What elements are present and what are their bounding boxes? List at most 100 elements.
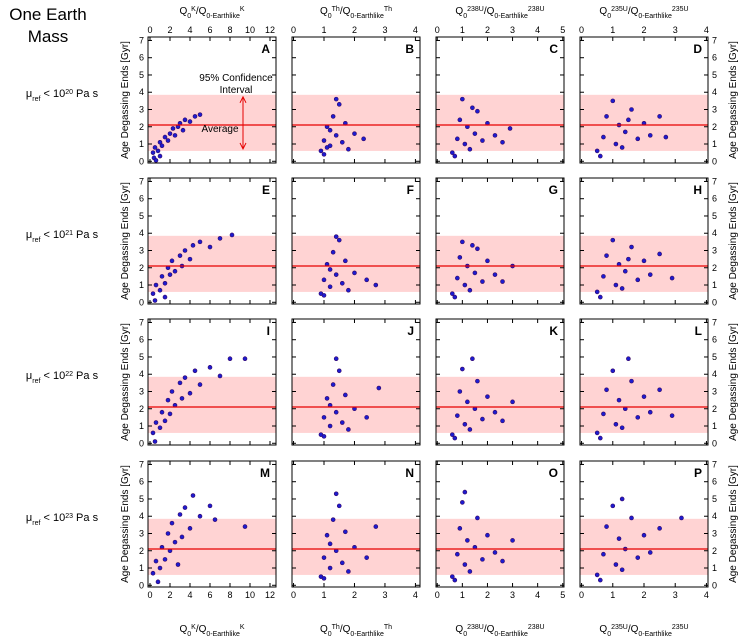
- x-tick-label: 2: [641, 25, 646, 35]
- y-tick-label: 5: [712, 494, 717, 504]
- point: [167, 411, 173, 417]
- point: [373, 282, 379, 288]
- x-tick-label: 6: [207, 590, 212, 600]
- point: [470, 105, 475, 111]
- point: [321, 152, 327, 157]
- point: [647, 133, 653, 138]
- x-tick-label: 3: [673, 590, 678, 600]
- point: [629, 378, 634, 384]
- y-tick-label: 0: [139, 580, 144, 590]
- point: [622, 129, 628, 135]
- point: [227, 356, 233, 361]
- panel: [147, 460, 277, 588]
- confidence-band: [436, 94, 564, 151]
- point: [242, 524, 248, 529]
- x-tick-label: 4: [187, 25, 192, 35]
- panel: [579, 177, 709, 305]
- frame: [147, 460, 277, 588]
- point: [182, 117, 188, 123]
- x-axis-label-part: 0: [463, 631, 467, 638]
- point: [364, 277, 369, 283]
- point: [321, 277, 327, 283]
- point: [190, 493, 196, 498]
- point: [172, 539, 178, 545]
- point: [321, 293, 327, 298]
- y-tick-label: 6: [139, 477, 144, 487]
- point: [339, 420, 345, 425]
- point: [450, 574, 455, 579]
- point: [153, 420, 159, 425]
- point: [450, 291, 455, 296]
- point: [462, 421, 468, 427]
- point: [333, 356, 339, 361]
- point: [197, 513, 203, 519]
- point: [467, 146, 473, 152]
- panel: [435, 177, 565, 305]
- frame: [435, 318, 565, 446]
- point: [457, 117, 463, 123]
- point: [324, 145, 330, 150]
- row-label: μref < 1020 Pa s: [26, 88, 99, 103]
- point: [187, 256, 193, 262]
- point: [635, 415, 641, 420]
- panel: [147, 318, 277, 446]
- x-axis-label-part: 238U: [467, 6, 484, 13]
- x-tick-label: 0: [579, 590, 584, 600]
- x-tick-label: 12: [265, 590, 275, 600]
- y-tick-label: 1: [712, 563, 717, 573]
- x-tick-label: 8: [227, 25, 232, 35]
- x-tick-label: 4: [704, 590, 709, 600]
- x-tick-label: 10: [245, 25, 255, 35]
- point: [635, 136, 641, 142]
- panel-label: A: [261, 42, 270, 56]
- y-tick-label: 5: [139, 494, 144, 504]
- x-axis-label-part: /Q: [484, 624, 495, 635]
- point: [327, 541, 333, 547]
- confidence-band: [580, 518, 708, 575]
- panel-label: H: [693, 183, 702, 197]
- point: [510, 399, 515, 405]
- frame: [291, 318, 421, 446]
- x-axis-label-part: 0: [607, 631, 611, 638]
- y-axis-label: Age Degassing Ends [Gyr]: [728, 182, 739, 300]
- y-tick-label: 4: [139, 228, 144, 238]
- y-tick-label: 4: [712, 511, 717, 521]
- point: [157, 287, 163, 293]
- point: [485, 394, 490, 399]
- x-tick-label: 5: [560, 25, 565, 35]
- point: [629, 515, 634, 521]
- row-label-part: < 10: [40, 229, 65, 241]
- point: [594, 289, 600, 295]
- x-tick-label: 12: [265, 25, 275, 35]
- point: [455, 275, 460, 281]
- row-label-part: μ: [26, 370, 32, 382]
- panel: [291, 460, 421, 588]
- x-axis-label-part: K: [240, 6, 245, 13]
- point: [167, 131, 173, 136]
- x-axis-label-part: Th: [332, 6, 340, 13]
- y-tick-label: 2: [139, 122, 144, 132]
- point: [475, 515, 480, 521]
- x-tick-label: 2: [641, 590, 646, 600]
- y-tick-label: 1: [139, 421, 144, 431]
- point: [485, 532, 490, 538]
- point: [155, 148, 161, 154]
- x-tick-label: 4: [535, 25, 540, 35]
- point: [327, 127, 333, 133]
- y-tick-label: 1: [712, 421, 717, 431]
- point: [187, 119, 193, 124]
- x-axis-label-part: /Q: [196, 6, 207, 17]
- x-tick-label: 0: [579, 25, 584, 35]
- point: [346, 427, 351, 432]
- point: [500, 279, 505, 284]
- y-tick-label: 0: [712, 580, 717, 590]
- point: [159, 274, 165, 279]
- x-tick-label: 0: [291, 25, 296, 35]
- x-tick-label: 3: [382, 25, 387, 35]
- panel-label: I: [267, 324, 270, 338]
- x-tick-label: 1: [460, 25, 465, 35]
- point: [610, 237, 616, 243]
- x-tick-label: 5: [560, 590, 565, 600]
- point: [470, 243, 475, 248]
- x-axis-label-part: Th: [384, 6, 392, 13]
